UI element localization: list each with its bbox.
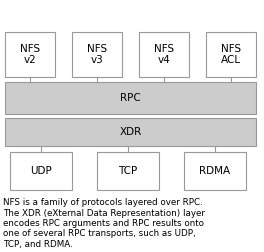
Text: The XDR (eXternal Data Representation) layer: The XDR (eXternal Data Representation) l… bbox=[3, 208, 205, 217]
Bar bbox=[206, 32, 256, 77]
Text: RPC: RPC bbox=[120, 93, 141, 103]
Text: one of several RPC transports, such as UDP,: one of several RPC transports, such as U… bbox=[3, 230, 196, 238]
Bar bbox=[5, 118, 256, 146]
Bar bbox=[10, 152, 72, 190]
Text: NFS
v2: NFS v2 bbox=[20, 44, 40, 65]
Text: NFS
ACL: NFS ACL bbox=[221, 44, 241, 65]
Text: RDMA: RDMA bbox=[199, 166, 230, 176]
Text: TCP: TCP bbox=[118, 166, 138, 176]
Bar bbox=[72, 32, 122, 77]
Text: UDP: UDP bbox=[30, 166, 52, 176]
Bar bbox=[184, 152, 246, 190]
Bar bbox=[97, 152, 159, 190]
Text: TCP, and RDMA.: TCP, and RDMA. bbox=[3, 240, 73, 249]
Text: NFS is a family of protocols layered over RPC.: NFS is a family of protocols layered ove… bbox=[3, 198, 203, 207]
Text: XDR: XDR bbox=[119, 127, 142, 137]
Text: NFS
v4: NFS v4 bbox=[154, 44, 174, 65]
Text: encodes RPC arguments and RPC results onto: encodes RPC arguments and RPC results on… bbox=[3, 219, 204, 228]
Bar bbox=[139, 32, 189, 77]
Bar bbox=[5, 82, 256, 114]
Bar bbox=[5, 32, 55, 77]
Text: NFS
v3: NFS v3 bbox=[87, 44, 107, 65]
